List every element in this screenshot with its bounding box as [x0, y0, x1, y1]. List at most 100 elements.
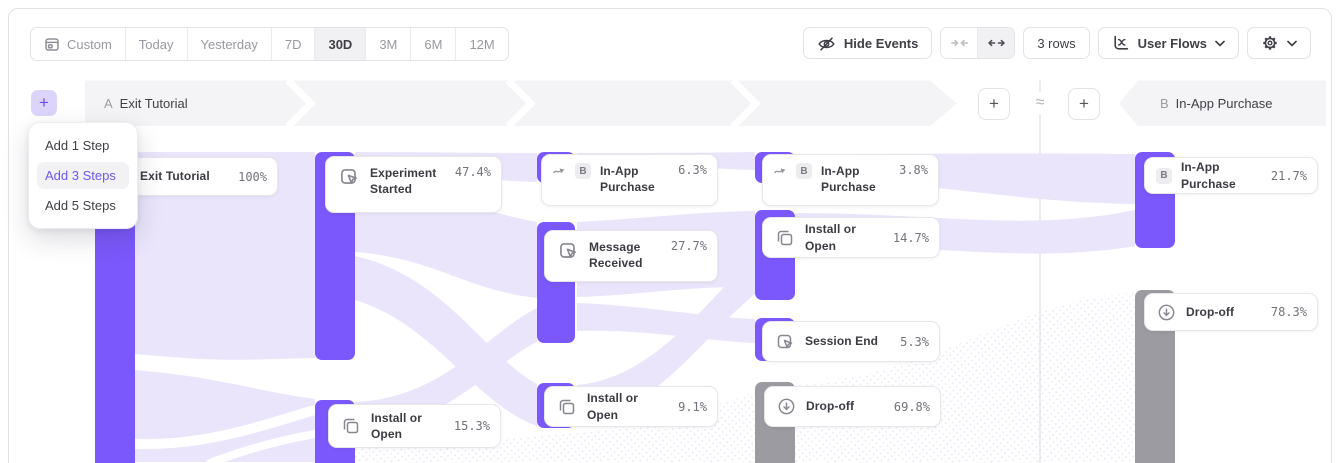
branch-b-node-badge: B [1156, 167, 1172, 184]
node-title: Session End [805, 334, 879, 349]
add-steps-menu: Add 1 Step Add 3 Steps Add 5 Steps [28, 122, 138, 229]
date-range-label: Yesterday [200, 36, 258, 52]
gear-icon [1263, 36, 1277, 50]
node-experiment-started[interactable]: Experiment Started 47.4% [325, 156, 502, 213]
install-or-open-icon [556, 396, 578, 418]
branch-b-title: In-App Purchase [1175, 96, 1273, 111]
node-message-received[interactable]: Message Received 27.7% [544, 230, 718, 282]
chevron-down-icon [1287, 40, 1297, 47]
date-range-yesterday[interactable]: Yesterday [188, 28, 272, 60]
drop-off-icon [776, 396, 797, 417]
hide-events-label: Hide Events [843, 35, 919, 51]
add-steps-button[interactable]: + [31, 90, 57, 116]
date-range-label: 12M [469, 36, 495, 52]
branch-a-label: A Exit Tutorial [104, 96, 188, 111]
collapse-expand-control [940, 27, 1016, 59]
date-range-label: Today [138, 36, 174, 52]
node-percent: 21.7% [1270, 168, 1307, 183]
branch-a-title: Exit Tutorial [119, 96, 188, 111]
node-drop-off-b[interactable]: Drop-off 78.3% [1144, 293, 1318, 331]
rows-count-label: 3 rows [1037, 35, 1076, 51]
node-drop-off-a[interactable]: Drop-off 69.8% [764, 386, 941, 427]
rows-count-button[interactable]: 3 rows [1023, 27, 1090, 59]
branch-b-node-badge: B [575, 163, 591, 179]
add-step-start-b-button[interactable]: + [1068, 88, 1100, 120]
date-range-12m[interactable]: 12M [456, 28, 507, 60]
install-or-open-icon [340, 415, 362, 437]
band-chevron-separators [285, 78, 761, 126]
node-percent: 9.1% [678, 399, 707, 414]
node-title: In-App Purchase [1181, 160, 1236, 191]
gap-approx-symbol: ≈ [1028, 92, 1052, 114]
settings-dropdown[interactable] [1247, 27, 1311, 59]
branch-a-badge: A [104, 96, 113, 111]
ribbon-gaps [130, 405, 320, 463]
experiment-event-icon [337, 165, 361, 189]
node-exit-tutorial[interactable]: Exit Tutorial 100% [122, 157, 278, 196]
node-percent: 6.3% [678, 163, 707, 177]
node-title: Message Received [589, 240, 643, 271]
node-percent: 47.4% [454, 165, 491, 179]
add-step-end-a-button[interactable]: + [978, 88, 1010, 120]
node-title: Drop-off [1186, 304, 1235, 319]
date-range-label: 6M [424, 36, 443, 52]
node-percent: 27.7% [670, 239, 707, 253]
expand-columns-button[interactable] [977, 28, 1015, 58]
branch-b-label: B In-App Purchase [1160, 96, 1273, 111]
node-install-or-open-b[interactable]: Install or Open 9.1% [544, 386, 718, 427]
menu-item-add-3-steps[interactable]: Add 3 Steps [37, 162, 129, 189]
node-title: Exit Tutorial [140, 169, 210, 184]
chevron-down-icon [1215, 40, 1225, 47]
date-range-7d[interactable]: 7D [272, 28, 316, 60]
branch-b-node-badge: B [796, 163, 812, 179]
node-percent: 78.3% [1270, 305, 1307, 319]
node-title: Install or Open [587, 391, 639, 422]
view-selector-dropdown[interactable]: User Flows [1097, 27, 1239, 59]
node-install-or-open-a[interactable]: Install or Open 15.3% [328, 404, 501, 448]
band-branch-a [85, 80, 957, 126]
node-title: In-App Purchase [821, 164, 876, 195]
node-percent: 3.8% [899, 163, 928, 177]
date-range-label: 7D [284, 36, 302, 52]
node-in-app-purchase-b[interactable]: B In-App Purchase 3.8% [762, 154, 939, 206]
node-title: Install or Open [805, 222, 857, 253]
node-percent: 15.3% [453, 419, 490, 433]
calendar-icon [44, 36, 60, 52]
hide-events-button[interactable]: Hide Events [802, 27, 933, 59]
date-range-custom[interactable]: Custom [31, 28, 126, 60]
date-range-label: 3M [379, 36, 398, 52]
node-title: Install or Open [371, 410, 423, 441]
node-percent: 14.7% [892, 230, 929, 245]
skip-ahead-icon [553, 165, 566, 176]
node-title: Experiment Started [370, 166, 437, 197]
node-title: In-App Purchase [600, 164, 655, 195]
node-percent: 5.3% [900, 334, 929, 349]
drop-off-icon [1156, 302, 1177, 323]
user-flows-chart-icon [1112, 34, 1130, 52]
node-in-app-purchase-a[interactable]: B In-App Purchase 6.3% [541, 154, 718, 206]
node-in-app-purchase-c[interactable]: B In-App Purchase 21.7% [1144, 157, 1318, 194]
date-range-label: Custom [67, 36, 112, 52]
session-end-icon [774, 331, 796, 353]
node-percent: 69.8% [893, 399, 930, 414]
node-title: Drop-off [806, 399, 855, 414]
date-range-3m[interactable]: 3M [366, 28, 412, 60]
collapse-arrows-icon [950, 39, 968, 47]
date-range-6m[interactable]: 6M [411, 28, 457, 60]
date-range-today[interactable]: Today [126, 28, 188, 60]
node-install-or-open-c[interactable]: Install or Open 14.7% [762, 217, 940, 258]
date-range-30d[interactable]: 30D [315, 28, 367, 60]
expand-arrows-icon [988, 39, 1005, 47]
message-received-icon [556, 239, 580, 263]
bar-drop-off-2[interactable] [1135, 290, 1175, 463]
skip-ahead-icon [774, 165, 787, 176]
collapse-columns-button[interactable] [941, 28, 978, 58]
node-session-end[interactable]: Session End 5.3% [762, 321, 940, 362]
eye-off-icon [817, 34, 836, 53]
step-bands [85, 78, 1326, 126]
view-selector-label: User Flows [1137, 35, 1207, 51]
menu-item-add-1-step[interactable]: Add 1 Step [45, 138, 110, 153]
menu-item-add-5-steps[interactable]: Add 5 Steps [45, 198, 116, 213]
install-or-open-icon [774, 227, 796, 249]
